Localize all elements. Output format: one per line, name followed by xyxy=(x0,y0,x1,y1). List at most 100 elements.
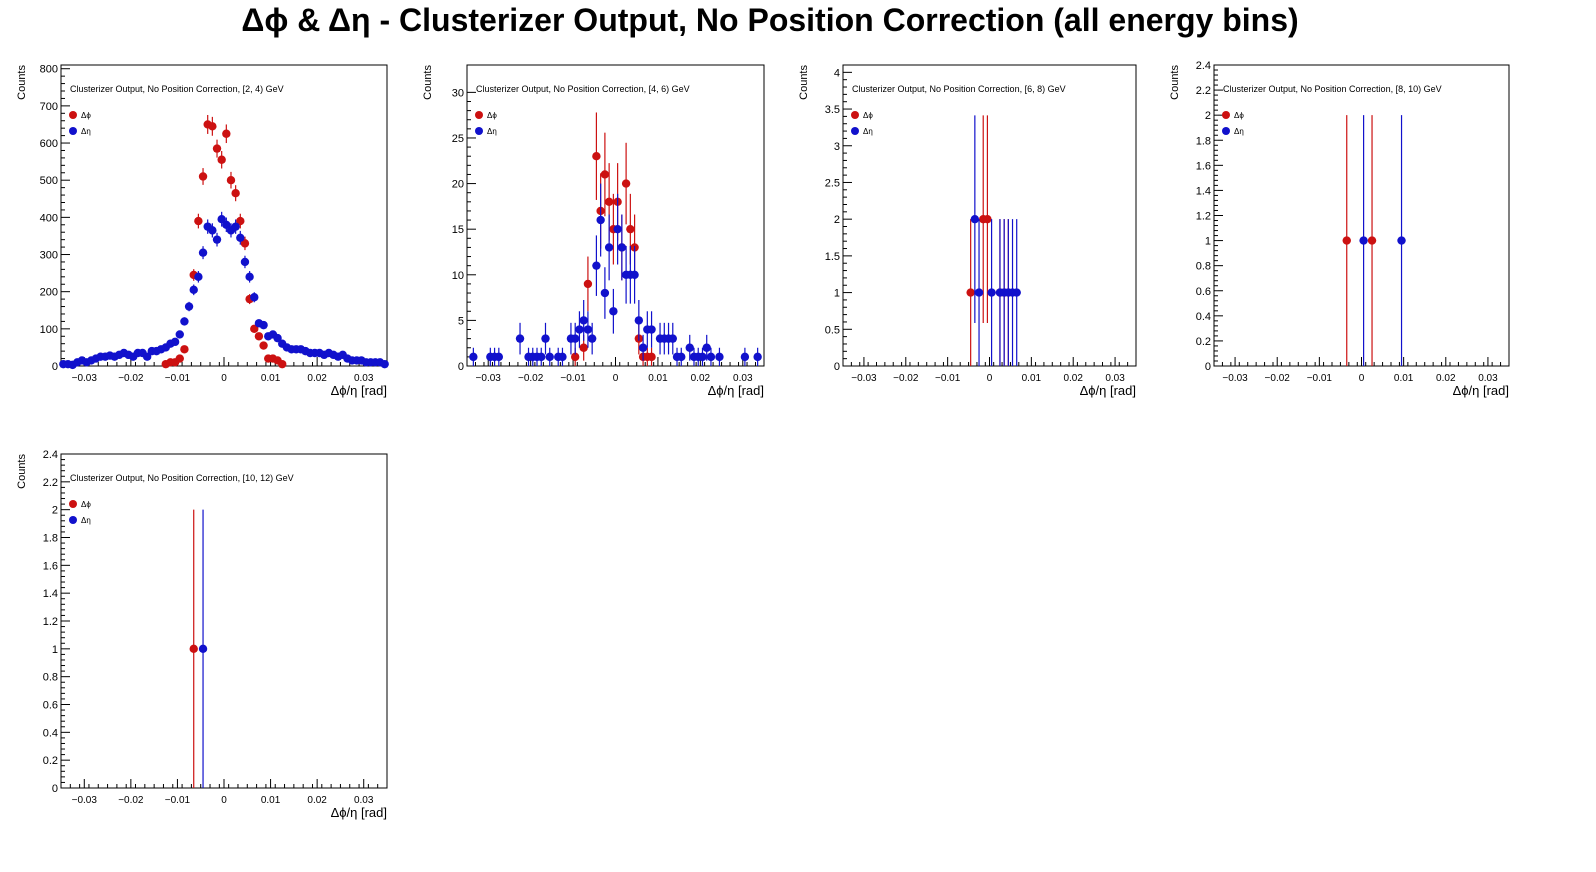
marker xyxy=(189,644,198,654)
x-tick-label: 0.03 xyxy=(733,373,753,384)
x-tick-label: 0.03 xyxy=(354,373,374,384)
x-tick-label: 0.02 xyxy=(1436,373,1456,384)
x-tick-label: −0.03 xyxy=(851,373,877,384)
data-point xyxy=(469,347,478,366)
marker xyxy=(966,288,975,297)
x-tick-label: −0.01 xyxy=(165,373,191,384)
x-tick-label: −0.02 xyxy=(893,373,919,384)
x-tick-label: 0 xyxy=(1359,373,1365,384)
y-tick-label: 10 xyxy=(452,270,464,282)
data-point xyxy=(617,214,627,281)
data-point xyxy=(175,354,184,363)
y-tick-label: 0.2 xyxy=(43,755,58,767)
marker xyxy=(613,224,622,234)
chart-title: Clusterizer Output, No Position Correcti… xyxy=(70,84,284,94)
legend-marker-dphi xyxy=(851,111,859,119)
legend-label-deta: Δη xyxy=(487,127,497,136)
x-axis-label: Δϕ/η [rad] xyxy=(1453,383,1509,398)
marker xyxy=(198,248,208,257)
data-point xyxy=(638,334,648,361)
marker xyxy=(600,170,610,179)
marker xyxy=(600,288,610,298)
marker xyxy=(222,129,231,138)
marker xyxy=(217,155,226,164)
marker xyxy=(259,320,268,330)
plot-frame xyxy=(60,64,388,367)
data-point xyxy=(240,255,250,269)
marker xyxy=(1359,236,1368,245)
marker xyxy=(630,270,639,279)
marker xyxy=(194,216,203,226)
marker xyxy=(570,352,580,362)
y-tick-label: 600 xyxy=(40,138,58,150)
x-tick-label: 0.01 xyxy=(1394,373,1414,384)
x-tick-label: −0.01 xyxy=(560,373,586,384)
marker xyxy=(494,352,504,362)
legend-label-deta: Δη xyxy=(863,127,873,136)
marker xyxy=(180,345,189,354)
x-tick-label: 0.03 xyxy=(1105,373,1125,384)
data-point xyxy=(668,322,677,355)
data-point xyxy=(592,235,601,296)
legend-label-dphi: Δϕ xyxy=(487,111,497,120)
legend-marker-deta xyxy=(1222,127,1230,135)
marker xyxy=(626,224,635,234)
x-tick-label: 0.02 xyxy=(1063,373,1083,384)
marker xyxy=(231,189,240,198)
data-point xyxy=(1342,115,1351,366)
data-point xyxy=(180,345,189,354)
y-tick-label: 800 xyxy=(40,64,58,76)
data-point xyxy=(170,337,180,347)
data-point xyxy=(613,193,622,265)
data-point xyxy=(592,112,601,200)
marker xyxy=(1397,236,1406,245)
data-point xyxy=(254,332,264,341)
legend-label-dphi: Δϕ xyxy=(863,111,873,120)
x-tick-label: −0.01 xyxy=(935,373,961,384)
x-tick-label: 0.02 xyxy=(307,373,327,384)
marker xyxy=(194,272,203,282)
x-tick-label: −0.03 xyxy=(72,795,98,806)
marker xyxy=(575,325,584,334)
data-point xyxy=(245,271,254,283)
data-point xyxy=(702,334,711,361)
data-point xyxy=(1012,219,1021,366)
y-tick-label: 15 xyxy=(452,224,464,236)
marker xyxy=(579,343,588,352)
data-point xyxy=(273,333,282,343)
y-tick-label: 0 xyxy=(52,783,58,795)
data-point xyxy=(259,341,268,350)
marker xyxy=(596,215,605,225)
series-dphi xyxy=(161,114,287,369)
data-point xyxy=(987,219,996,366)
marker xyxy=(545,352,554,362)
series-deta xyxy=(970,115,1021,366)
x-tick-label: −0.01 xyxy=(165,795,191,806)
marker xyxy=(753,352,762,362)
y-tick-label: 2.4 xyxy=(1196,60,1211,72)
chart-title: Clusterizer Output, No Position Correcti… xyxy=(1223,84,1442,94)
marker xyxy=(212,235,222,244)
x-tick-label: 0.03 xyxy=(1478,373,1498,384)
marker xyxy=(609,307,618,316)
marker xyxy=(240,239,250,248)
data-point xyxy=(231,185,240,202)
data-point xyxy=(380,359,389,369)
y-tick-label: 0.2 xyxy=(1196,336,1211,348)
data-point xyxy=(194,271,203,283)
data-point xyxy=(541,322,550,355)
marker xyxy=(170,337,180,347)
data-point xyxy=(621,142,631,225)
data-point xyxy=(609,288,618,334)
legend-marker-deta xyxy=(475,127,483,135)
data-point xyxy=(175,330,184,339)
legend-label-dphi: Δϕ xyxy=(81,500,91,509)
y-tick-label: 2.2 xyxy=(1196,85,1211,97)
marker xyxy=(236,216,245,226)
y-tick-label: 0 xyxy=(52,361,58,373)
legend-label-dphi: Δϕ xyxy=(1234,111,1244,120)
y-axis-label: Counts xyxy=(422,65,434,100)
y-tick-label: 400 xyxy=(40,212,58,224)
y-tick-label: 5 xyxy=(458,315,464,327)
